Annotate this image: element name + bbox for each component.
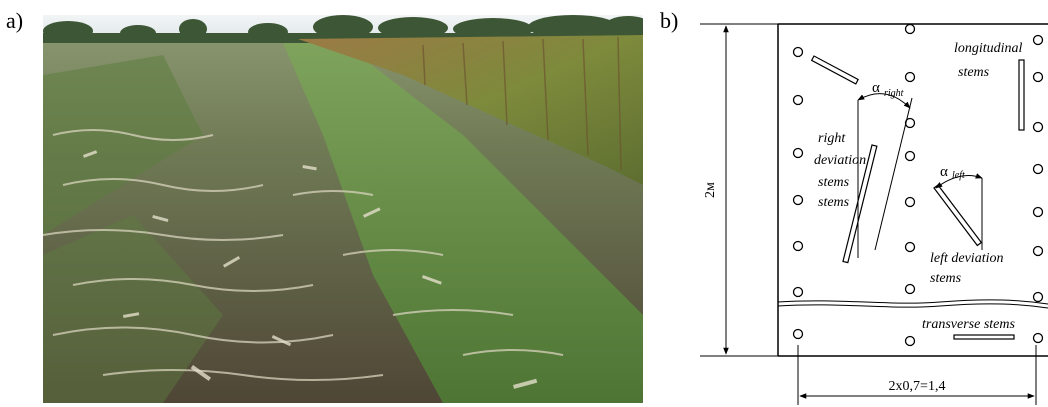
stem-right-deviation [842,144,878,264]
plant-circle [792,328,804,340]
plant-circle [1032,163,1044,175]
plant-circle [904,23,916,35]
plant-positions [792,23,1044,347]
plant-circle [904,196,916,208]
plant-circle [792,94,804,106]
transverse-label: transverse stems [922,317,1015,332]
corn-stalks [422,36,622,171]
tree-line [43,15,643,43]
stem-top-left [810,55,859,85]
plant-circle [904,335,916,347]
weed-patch [43,215,223,403]
stem-left-deviation [933,184,983,247]
alpha-left-sub: left [952,170,965,181]
plant-circle [792,147,804,159]
width-label: 2x0,7=1,4 [889,379,946,394]
stems [810,55,1025,340]
plant-circle [1032,206,1044,218]
plant-circle [792,194,804,206]
panel-b-label: b) [660,8,679,33]
alpha-left: α [940,164,948,180]
cornfield-photo-illustration [43,15,643,403]
stem-layout-diagram: 2м 2x0,7=1,4 [690,0,1048,407]
panel-a-label: a) [6,8,24,33]
grass-strip [283,43,643,403]
right-dev-label-1: right [818,131,846,146]
height-dimension [700,23,778,357]
break-line [777,303,1048,309]
alpha-right: α [872,80,880,96]
field-photo [43,15,643,403]
plant-circle [1032,245,1044,257]
right-dev-label-2: deviation [814,153,866,168]
plant-circle [792,46,804,58]
break-line [777,299,1048,305]
plant-circle [904,150,916,162]
plant-circle [1032,121,1044,133]
width-dimension [797,345,1037,405]
straw-residue [43,129,564,381]
plant-circle [1032,34,1044,46]
height-label: 2м [703,182,718,198]
left-dev-label-2: stems [930,271,962,286]
plot-frame [777,23,1048,357]
label-longitudinal: longitudinal [954,41,1023,56]
stem-transverse [953,334,1015,340]
plant-circle [792,286,804,298]
standing-corn [298,35,643,185]
plant-circle [1032,291,1044,303]
right-dev-label-3: stems [818,175,850,190]
plant-circle [1032,71,1044,83]
alpha-right-sub: right [884,88,904,99]
angle-guides [857,93,983,258]
plant-circle [1032,332,1044,344]
plant-circle [792,240,804,252]
label-longitudinal-stems: stems [958,65,990,80]
plant-circle [904,241,916,253]
residue-flecks [83,150,538,389]
weed-patch [43,55,203,235]
stem-longitudinal [1018,59,1025,131]
right-dev-label-4: stems [818,195,850,210]
plant-circle [904,283,916,295]
left-dev-label-1: left deviation [930,251,1003,266]
plant-circle [904,71,916,83]
